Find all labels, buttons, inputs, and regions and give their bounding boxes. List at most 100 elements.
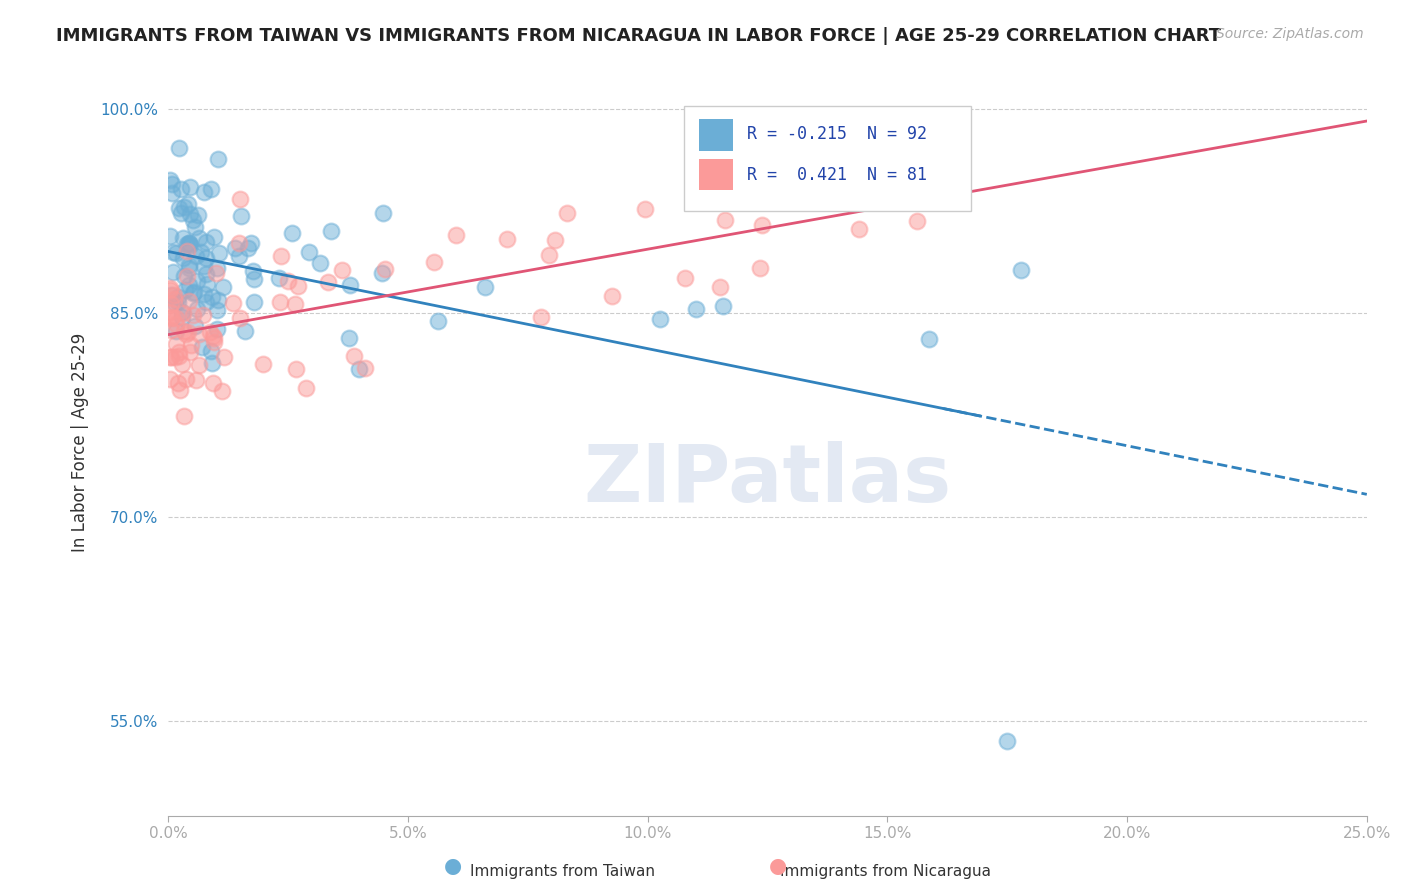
Point [202,334,225,349]
Point [170,310,193,325]
Point [181,308,204,322]
Point [905,214,928,228]
Point [179,238,201,252]
Point [179,344,201,359]
Point [190,244,212,259]
Point [330,263,353,277]
Text: IMMIGRANTS FROM TAIWAN VS IMMIGRANTS FROM NICARAGUA IN LABOR FORCE | AGE 25-29 C: IMMIGRANTS FROM TAIWAN VS IMMIGRANTS FRO… [56,27,1222,45]
Point [918,332,941,346]
Point [170,206,193,220]
Point [200,325,222,339]
Point [236,241,259,255]
Point [177,260,200,275]
Point [544,233,567,247]
Point [160,177,183,191]
Point [204,266,226,280]
Point [179,235,201,250]
Point [186,274,208,288]
Point [193,286,215,301]
Point [555,206,578,220]
Point [211,384,233,398]
Point [160,297,183,311]
Point [179,180,201,194]
Point [159,323,181,337]
Y-axis label: In Labor Force | Age 25-29: In Labor Force | Age 25-29 [72,333,89,552]
Point [284,297,307,311]
FancyBboxPatch shape [683,106,972,211]
Point [160,350,183,364]
Point [371,266,394,280]
Point [229,209,252,223]
Point [160,310,183,324]
Point [201,376,224,391]
Point [207,152,229,166]
Point [270,248,292,262]
Point [702,186,724,200]
Point [319,224,342,238]
Point [179,277,201,292]
Point [207,260,229,275]
Point [194,295,217,310]
Point [191,308,214,322]
Text: Immigrants from Nicaragua: Immigrants from Nicaragua [780,863,991,879]
Point [194,267,217,281]
Point [294,381,316,395]
Point [162,244,184,259]
Point [233,324,256,338]
Point [183,285,205,299]
Point [172,231,194,245]
Point [208,246,231,260]
Point [163,288,186,302]
Point [160,311,183,326]
Point [207,303,229,318]
Point [177,325,200,339]
Point [187,230,209,244]
Text: ●: ● [444,856,461,876]
Point [169,384,191,398]
Point [277,274,299,288]
Point [538,248,561,262]
Point [194,235,217,250]
Point [176,268,198,283]
Point [995,734,1018,748]
Point [423,255,446,269]
Point [240,235,263,250]
Point [243,295,266,310]
Point [167,290,190,304]
Point [308,255,330,269]
Point [167,201,190,215]
Point [167,376,190,390]
Text: R = -0.215  N = 92: R = -0.215 N = 92 [747,125,927,144]
Point [159,305,181,319]
Point [749,261,772,276]
Point [159,228,181,243]
Point [195,277,218,291]
Point [287,279,309,293]
Point [1010,262,1032,277]
Point [200,344,222,359]
Point [167,295,190,310]
Bar [699,159,733,190]
Point [159,172,181,186]
Point [214,351,236,365]
Point [200,182,222,196]
Point [252,357,274,371]
Point [165,324,187,338]
Point [339,278,361,293]
Point [343,349,366,363]
Point [177,236,200,251]
Point [163,292,186,306]
Point [201,356,224,370]
Point [353,360,375,375]
Point [205,322,228,336]
Point [201,290,224,304]
Point [193,185,215,199]
Point [170,357,193,371]
Point [159,283,181,297]
Point [184,220,207,235]
Point [371,205,394,219]
Point [530,310,553,324]
Point [173,409,195,423]
Point [228,311,250,326]
Point [242,264,264,278]
